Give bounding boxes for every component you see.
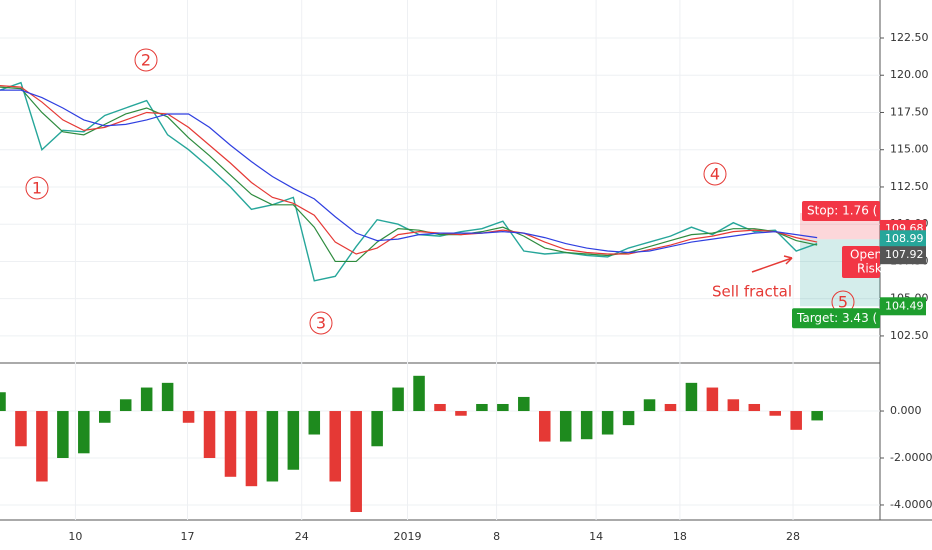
histogram-bar (518, 396, 530, 412)
histogram-bar (622, 411, 635, 426)
wave-label: 4 (710, 165, 720, 184)
x-tick-label: 10 (68, 530, 82, 543)
histogram-bar (748, 403, 761, 412)
histogram-bar (350, 411, 362, 513)
histogram-bar (580, 411, 593, 440)
histogram-bar (140, 387, 153, 412)
annotation: Sell fractal (712, 283, 792, 301)
stop-label: Stop: 1.76 ( (807, 204, 877, 218)
y-tick-label: 122.50 (890, 31, 929, 44)
histogram-bar (413, 375, 425, 412)
histogram-bar (643, 399, 656, 412)
target-box (792, 308, 880, 329)
histogram-bar (287, 411, 300, 470)
histogram-bar (266, 411, 279, 482)
histogram-bar (727, 399, 740, 412)
histogram-bar (329, 411, 341, 482)
open-box (842, 246, 880, 278)
histogram-bar (308, 411, 321, 435)
histogram-bar (392, 387, 404, 412)
wave-label: 1 (32, 179, 42, 198)
histogram-bar (15, 411, 27, 447)
x-tick-label: 18 (673, 530, 687, 543)
histogram-bar (57, 411, 69, 458)
wave-circle (134, 48, 158, 72)
stop-box (802, 201, 880, 222)
open-label: Open (850, 248, 882, 262)
moving-average (0, 85, 818, 255)
y-tick-label: 112.50 (890, 180, 929, 193)
y-tick-label: 115.00 (890, 143, 929, 156)
histogram-bar (245, 411, 258, 487)
histogram-bar (476, 403, 488, 412)
x-tick-label: 24 (295, 530, 309, 543)
histogram-bar (0, 392, 6, 412)
price-tag-label: 107.92 (885, 248, 924, 261)
y-tick-label: -2.0000 (890, 451, 932, 464)
histogram-bar (790, 411, 802, 430)
histogram-bar (664, 403, 677, 412)
price-tag-label: 104.49 (885, 299, 924, 312)
histogram-bar (182, 411, 195, 423)
x-tick-label: 28 (786, 530, 800, 543)
annotation-arrow (751, 255, 793, 273)
moving-average (0, 89, 818, 254)
price-tag (880, 246, 926, 265)
x-tick-label: 2019 (394, 530, 422, 543)
histogram-bar (99, 411, 111, 423)
wave-circle (703, 162, 727, 186)
price-tag (880, 297, 926, 316)
y-tick-label: 120.00 (890, 68, 929, 81)
histogram-bar (434, 403, 446, 412)
histogram-bar (497, 403, 509, 412)
histogram-bar (559, 411, 572, 442)
histogram-bar (371, 411, 383, 447)
y-tick-label: -4.0000 (890, 498, 932, 511)
wave-label: 3 (316, 314, 326, 333)
histogram-bar (119, 399, 132, 412)
histogram-bar (685, 382, 698, 412)
histogram-bar (203, 411, 216, 458)
histogram-bar (455, 411, 467, 416)
histogram-bar (36, 411, 48, 482)
x-tick-label: 8 (493, 530, 500, 543)
wave-label: 5 (838, 293, 848, 312)
histogram-bar (811, 411, 823, 421)
y-tick-label: 0.000 (890, 404, 922, 417)
wave-circle (25, 176, 49, 200)
x-tick-label: 17 (181, 530, 195, 543)
price-tag-label: 108.99 (885, 232, 924, 245)
histogram-bar (539, 411, 551, 442)
price-tag (880, 230, 926, 249)
moving-average (0, 86, 818, 263)
wave-label: 2 (141, 51, 151, 70)
histogram-bar (78, 411, 90, 454)
target-label: Target: 3.43 ( (796, 311, 877, 325)
histogram-bar (224, 411, 237, 477)
histogram-bar (769, 411, 781, 416)
y-tick-label: 102.50 (890, 329, 929, 342)
risk-label: Risk (857, 262, 882, 276)
x-tick-label: 14 (589, 530, 603, 543)
histogram-bar (706, 387, 719, 412)
histogram-bar (161, 382, 174, 412)
y-tick-label: 117.50 (890, 105, 929, 118)
wave-circle (309, 311, 333, 335)
histogram-bar (601, 411, 614, 435)
